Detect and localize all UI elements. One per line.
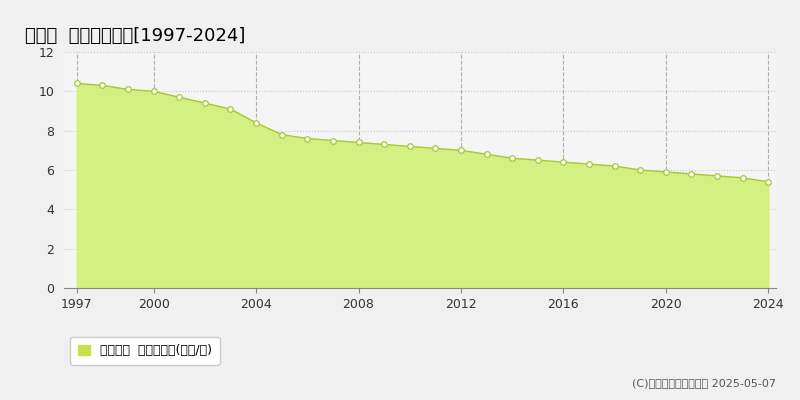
Point <box>70 80 83 87</box>
Point <box>582 161 595 167</box>
Point <box>352 139 365 146</box>
Text: 高森町  基準地価推移[1997-2024]: 高森町 基準地価推移[1997-2024] <box>25 27 246 45</box>
Point <box>147 88 160 94</box>
Point <box>710 173 723 179</box>
Point <box>173 94 186 100</box>
Point <box>608 163 621 169</box>
Point <box>224 106 237 112</box>
Point <box>378 141 390 148</box>
Point <box>506 155 518 161</box>
Point <box>454 147 467 154</box>
Point <box>736 175 749 181</box>
Point <box>250 120 262 126</box>
Legend: 基準地価  平均坪単価(万円/坪): 基準地価 平均坪単価(万円/坪) <box>70 337 220 365</box>
Point <box>301 135 314 142</box>
Point <box>198 100 211 106</box>
Point <box>96 82 109 89</box>
Point <box>685 171 698 177</box>
Point <box>659 169 672 175</box>
Point <box>326 137 339 144</box>
Point <box>480 151 493 158</box>
Point <box>531 157 544 163</box>
Point <box>634 167 646 173</box>
Point <box>557 159 570 165</box>
Point <box>403 143 416 150</box>
Point <box>122 86 134 92</box>
Point <box>275 131 288 138</box>
Point <box>429 145 442 152</box>
Text: (C)土地価格ドットコム 2025-05-07: (C)土地価格ドットコム 2025-05-07 <box>632 378 776 388</box>
Point <box>762 178 774 185</box>
